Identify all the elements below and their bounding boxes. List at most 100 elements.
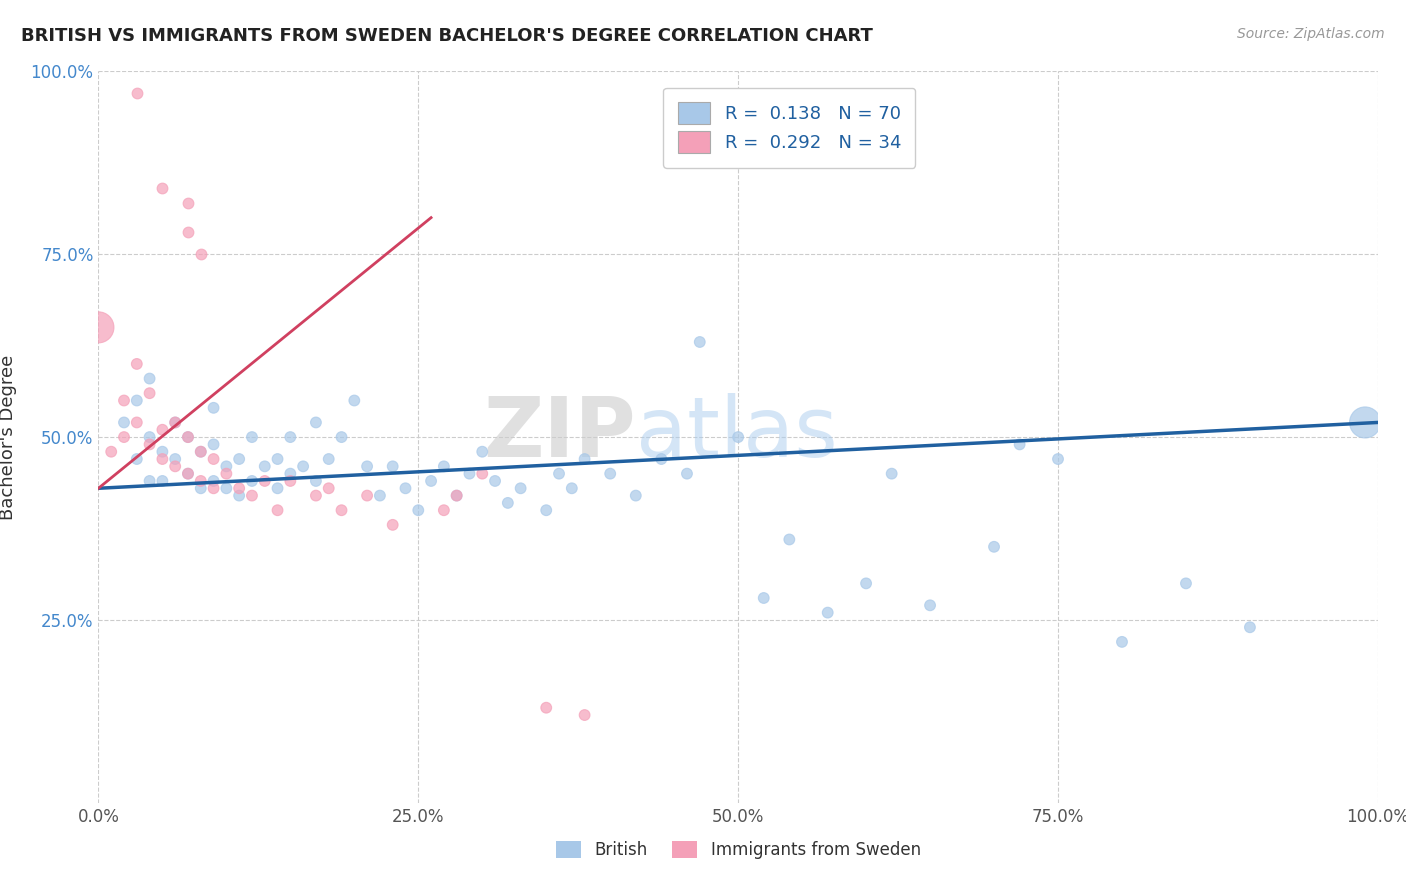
Y-axis label: Bachelor's Degree: Bachelor's Degree xyxy=(0,354,17,520)
Point xyxy=(676,467,699,481)
Point xyxy=(278,430,301,444)
Point xyxy=(727,430,749,444)
Point xyxy=(190,474,212,488)
Point xyxy=(534,503,557,517)
Point xyxy=(152,452,174,467)
Point xyxy=(202,481,225,495)
Point xyxy=(165,452,187,467)
Point xyxy=(509,481,531,495)
Point xyxy=(138,386,160,401)
Point xyxy=(125,393,148,408)
Point xyxy=(1239,620,1261,634)
Point xyxy=(202,452,225,467)
Point xyxy=(266,452,288,467)
Point xyxy=(177,430,200,444)
Point xyxy=(253,459,276,474)
Point xyxy=(190,481,212,495)
Point xyxy=(177,430,200,444)
Point xyxy=(752,591,775,605)
Point xyxy=(433,459,456,474)
Point xyxy=(138,474,160,488)
Point xyxy=(574,708,596,723)
Point xyxy=(177,225,200,239)
Text: BRITISH VS IMMIGRANTS FROM SWEDEN BACHELOR'S DEGREE CORRELATION CHART: BRITISH VS IMMIGRANTS FROM SWEDEN BACHEL… xyxy=(21,27,873,45)
Point xyxy=(138,437,160,451)
Point xyxy=(920,599,942,613)
Point xyxy=(202,474,225,488)
Point xyxy=(228,481,250,495)
Point xyxy=(855,576,877,591)
Point xyxy=(1046,452,1069,467)
Point xyxy=(112,430,135,444)
Point xyxy=(446,489,468,503)
Point xyxy=(1111,635,1133,649)
Point xyxy=(228,452,250,467)
Point xyxy=(253,474,276,488)
Point xyxy=(125,357,148,371)
Point xyxy=(534,700,557,714)
Point xyxy=(125,452,148,467)
Point xyxy=(202,401,225,415)
Point xyxy=(165,416,187,430)
Point xyxy=(778,533,800,547)
Text: atlas: atlas xyxy=(636,392,838,474)
Point xyxy=(152,474,174,488)
Point xyxy=(394,481,416,495)
Point xyxy=(408,503,430,517)
Point xyxy=(125,416,148,430)
Point xyxy=(177,196,200,211)
Point xyxy=(190,247,212,261)
Point xyxy=(190,444,212,458)
Point xyxy=(240,474,263,488)
Point xyxy=(100,444,122,458)
Point xyxy=(381,459,404,474)
Point xyxy=(165,459,187,474)
Point xyxy=(318,481,340,495)
Point xyxy=(152,181,174,195)
Legend: British, Immigrants from Sweden: British, Immigrants from Sweden xyxy=(547,833,929,868)
Point xyxy=(152,423,174,437)
Point xyxy=(1354,416,1376,430)
Point xyxy=(817,606,839,620)
Point xyxy=(278,474,301,488)
Point xyxy=(152,444,174,458)
Point xyxy=(983,540,1005,554)
Point xyxy=(138,371,160,385)
Point xyxy=(215,481,238,495)
Point xyxy=(420,474,443,488)
Point xyxy=(356,459,378,474)
Point xyxy=(112,393,135,408)
Point xyxy=(215,459,238,474)
Point xyxy=(1008,437,1031,451)
Point xyxy=(458,467,481,481)
Point xyxy=(318,452,340,467)
Point xyxy=(305,474,328,488)
Point xyxy=(356,489,378,503)
Point xyxy=(368,489,391,503)
Point xyxy=(87,320,110,334)
Point xyxy=(599,467,621,481)
Point xyxy=(471,467,494,481)
Point xyxy=(177,467,200,481)
Point xyxy=(1174,576,1197,591)
Text: ZIP: ZIP xyxy=(484,392,636,474)
Point xyxy=(650,452,672,467)
Point xyxy=(343,393,366,408)
Point xyxy=(305,489,328,503)
Point xyxy=(381,517,404,532)
Point xyxy=(484,474,506,488)
Point xyxy=(112,416,135,430)
Point xyxy=(215,467,238,481)
Point xyxy=(561,481,583,495)
Point xyxy=(689,334,711,349)
Point xyxy=(330,430,353,444)
Point xyxy=(330,503,353,517)
Point xyxy=(446,489,468,503)
Point xyxy=(190,444,212,458)
Point xyxy=(240,430,263,444)
Point xyxy=(548,467,571,481)
Point xyxy=(202,437,225,451)
Point xyxy=(125,87,148,101)
Point xyxy=(228,489,250,503)
Text: Source: ZipAtlas.com: Source: ZipAtlas.com xyxy=(1237,27,1385,41)
